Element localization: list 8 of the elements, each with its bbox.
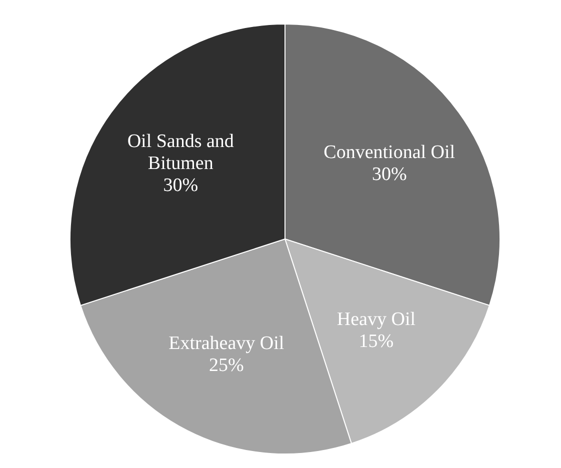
slice-label: Conventional Oil xyxy=(324,142,456,163)
data-label: 25% xyxy=(209,354,244,376)
slice-label: Oil Sands and Bitumen xyxy=(127,130,234,174)
data-label: 30% xyxy=(163,174,198,196)
slice-label: Heavy Oil xyxy=(336,308,416,330)
data-label: 30% xyxy=(372,164,407,185)
data-label: 15% xyxy=(358,330,394,352)
slice-label: Extraheavy Oil xyxy=(168,332,284,354)
